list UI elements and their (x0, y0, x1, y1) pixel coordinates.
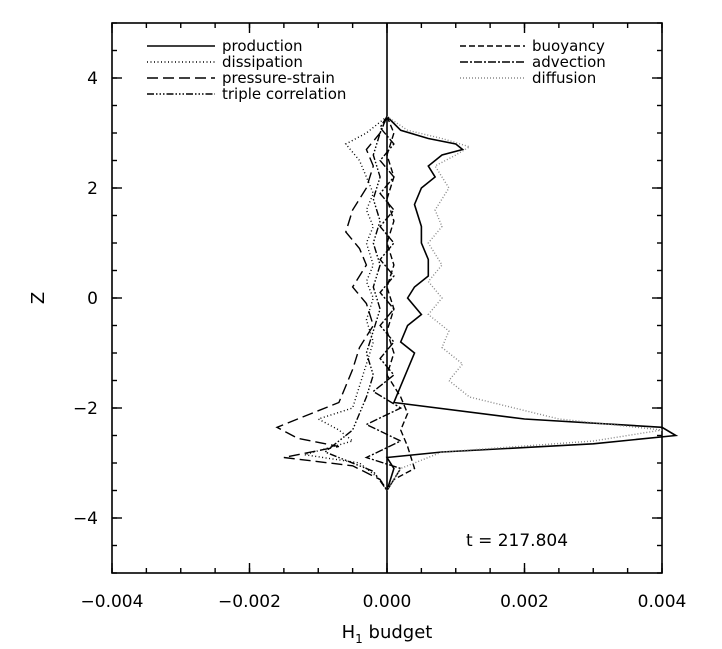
y-tick-label: 2 (87, 179, 98, 199)
series-group (275, 115, 679, 491)
x-tick-label: 0.004 (638, 592, 687, 612)
x-tick-label: 0.000 (363, 592, 412, 612)
y-tick-label: −4 (73, 509, 98, 529)
series-line-triple-correlation (323, 116, 388, 491)
legend-label: triple correlation (222, 85, 346, 103)
legend-label: dissipation (222, 53, 303, 71)
legend-label: buoyancy (532, 37, 605, 55)
x-axis-label-main: H (342, 622, 356, 643)
annotation-time: t = 217.804 (466, 531, 568, 551)
x-tick-label: −0.004 (81, 592, 144, 612)
legend-label: advection (532, 53, 606, 71)
axis-ticks: −0.004 −0.002 0.000 0.002 0.004 −4 −2 0 2 4 (73, 22, 687, 612)
x-tick-label: 0.002 (500, 592, 549, 612)
y-axis-label: Z (28, 292, 49, 304)
series-line-production (385, 115, 679, 491)
series-line-buoyancy (386, 116, 416, 491)
y-tick-label: −2 (73, 399, 98, 419)
x-axis-label-suffix: budget (363, 622, 433, 643)
series-line-advection (364, 116, 403, 491)
series-line-dissipation (304, 115, 388, 491)
legend-label: production (222, 37, 303, 55)
legend-label: pressure-strain (222, 69, 335, 87)
series-line-diffusion (386, 115, 663, 491)
x-tick-label: −0.002 (218, 592, 281, 612)
y-tick-label: 4 (87, 69, 98, 89)
legend: productiondissipationpressure-straintrip… (147, 37, 606, 103)
x-axis-label-subscript: 1 (355, 632, 363, 646)
y-tick-label: 0 (87, 289, 98, 309)
series-line-pressure-strain (275, 116, 388, 491)
legend-label: diffusion (532, 69, 596, 87)
x-axis-label: H1 budget (342, 622, 433, 646)
